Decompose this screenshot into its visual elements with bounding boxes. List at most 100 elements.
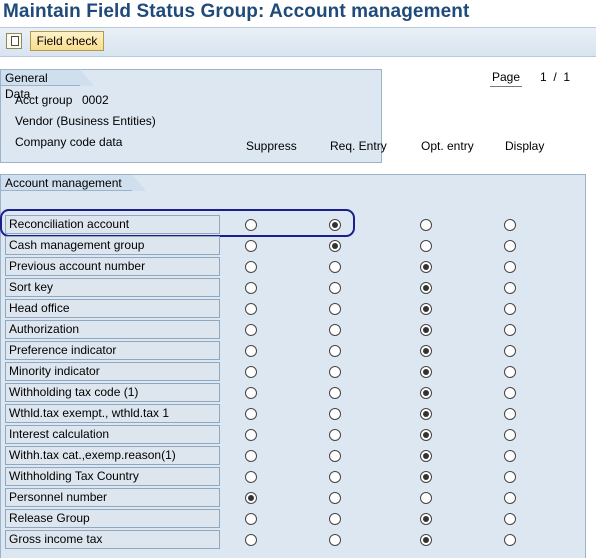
field-label: Withholding tax code (1) xyxy=(5,383,220,402)
radio-display[interactable] xyxy=(504,492,516,504)
radio-display[interactable] xyxy=(504,513,516,525)
radio-opt[interactable] xyxy=(420,261,432,273)
radio-display[interactable] xyxy=(504,429,516,441)
page-current: 1 xyxy=(540,70,547,84)
radio-display[interactable] xyxy=(504,450,516,462)
page-total: 1 xyxy=(563,70,571,84)
radio-opt[interactable] xyxy=(420,492,432,504)
radio-display[interactable] xyxy=(504,408,516,420)
radio-opt[interactable] xyxy=(420,366,432,378)
radio-suppress[interactable] xyxy=(245,471,257,483)
page-button[interactable]: Page xyxy=(490,69,522,87)
radio-opt[interactable] xyxy=(420,513,432,525)
radio-suppress[interactable] xyxy=(245,261,257,273)
radio-suppress[interactable] xyxy=(245,240,257,252)
radio-opt[interactable] xyxy=(420,282,432,294)
radio-suppress[interactable] xyxy=(245,303,257,315)
radio-suppress[interactable] xyxy=(245,387,257,399)
field-label: Withh.tax cat.,exemp.reason(1) xyxy=(5,446,220,465)
radio-req[interactable] xyxy=(329,513,341,525)
radio-display[interactable] xyxy=(504,534,516,546)
field-label: Sort key xyxy=(5,278,220,297)
column-header-suppress: Suppress xyxy=(246,139,297,153)
field-label: Minority indicator xyxy=(5,362,220,381)
radio-req[interactable] xyxy=(329,282,341,294)
radio-req[interactable] xyxy=(329,450,341,462)
radio-opt[interactable] xyxy=(420,219,432,231)
radio-display[interactable] xyxy=(504,324,516,336)
application-toolbar: Field check xyxy=(0,27,596,57)
radio-display[interactable] xyxy=(504,261,516,273)
company-code-data-label: Company code data xyxy=(15,135,123,149)
radio-suppress[interactable] xyxy=(245,282,257,294)
field-label: Preference indicator xyxy=(5,341,220,360)
radio-req[interactable] xyxy=(329,387,341,399)
radio-opt[interactable] xyxy=(420,471,432,483)
acct-group-label: Acct group xyxy=(15,93,73,107)
radio-suppress[interactable] xyxy=(245,219,257,231)
radio-req[interactable] xyxy=(329,303,341,315)
radio-opt[interactable] xyxy=(420,429,432,441)
radio-display[interactable] xyxy=(504,240,516,252)
field-label: Previous account number xyxy=(5,257,220,276)
radio-req[interactable] xyxy=(329,366,341,378)
field-label: Cash management group xyxy=(5,236,220,255)
field-label: Head office xyxy=(5,299,220,318)
radio-opt[interactable] xyxy=(420,324,432,336)
column-header-display: Display xyxy=(505,139,545,153)
acct-group-value: 0002 xyxy=(82,93,109,107)
radio-display[interactable] xyxy=(504,303,516,315)
radio-suppress[interactable] xyxy=(245,324,257,336)
radio-req[interactable] xyxy=(329,324,341,336)
field-check-button[interactable]: Field check xyxy=(30,31,104,51)
radio-suppress[interactable] xyxy=(245,534,257,546)
page-separator: / xyxy=(553,70,557,84)
document-icon[interactable] xyxy=(6,33,22,49)
field-label: Wthld.tax exempt., wthld.tax 1 xyxy=(5,404,220,423)
radio-opt[interactable] xyxy=(420,450,432,462)
radio-suppress[interactable] xyxy=(245,429,257,441)
field-label: Personnel number xyxy=(5,488,220,507)
field-label: Reconciliation account xyxy=(5,215,220,234)
radio-suppress[interactable] xyxy=(245,450,257,462)
radio-suppress[interactable] xyxy=(245,492,257,504)
column-header-req: Req. Entry xyxy=(330,139,387,153)
radio-suppress[interactable] xyxy=(245,513,257,525)
radio-suppress[interactable] xyxy=(245,345,257,357)
radio-req[interactable] xyxy=(329,345,341,357)
field-label: Authorization xyxy=(5,320,220,339)
radio-display[interactable] xyxy=(504,366,516,378)
radio-req[interactable] xyxy=(329,429,341,441)
radio-req[interactable] xyxy=(329,219,341,231)
radio-opt[interactable] xyxy=(420,408,432,420)
column-header-opt: Opt. entry xyxy=(421,139,474,153)
radio-display[interactable] xyxy=(504,387,516,399)
general-data-tab: General Data xyxy=(0,69,94,101)
field-label: Interest calculation xyxy=(5,425,220,444)
radio-opt[interactable] xyxy=(420,534,432,546)
radio-opt[interactable] xyxy=(420,387,432,399)
radio-req[interactable] xyxy=(329,471,341,483)
radio-display[interactable] xyxy=(504,219,516,231)
radio-display[interactable] xyxy=(504,471,516,483)
account-management-tab: Account management xyxy=(0,174,146,191)
radio-opt[interactable] xyxy=(420,345,432,357)
radio-req[interactable] xyxy=(329,408,341,420)
page-title: Maintain Field Status Group: Account man… xyxy=(3,1,470,22)
field-label: Gross income tax xyxy=(5,530,220,549)
radio-suppress[interactable] xyxy=(245,408,257,420)
radio-req[interactable] xyxy=(329,240,341,252)
field-label: Release Group xyxy=(5,509,220,528)
radio-display[interactable] xyxy=(504,282,516,294)
radio-opt[interactable] xyxy=(420,240,432,252)
radio-display[interactable] xyxy=(504,345,516,357)
radio-req[interactable] xyxy=(329,492,341,504)
acct-group-description: Vendor (Business Entities) xyxy=(15,114,156,128)
radio-req[interactable] xyxy=(329,534,341,546)
radio-opt[interactable] xyxy=(420,303,432,315)
field-label: Withholding Tax Country xyxy=(5,467,220,486)
page-indicator: 1 / 1 xyxy=(540,70,570,84)
radio-req[interactable] xyxy=(329,261,341,273)
radio-suppress[interactable] xyxy=(245,366,257,378)
general-data-group: General Data Acct group 0002 Vendor (Bus… xyxy=(0,69,382,163)
